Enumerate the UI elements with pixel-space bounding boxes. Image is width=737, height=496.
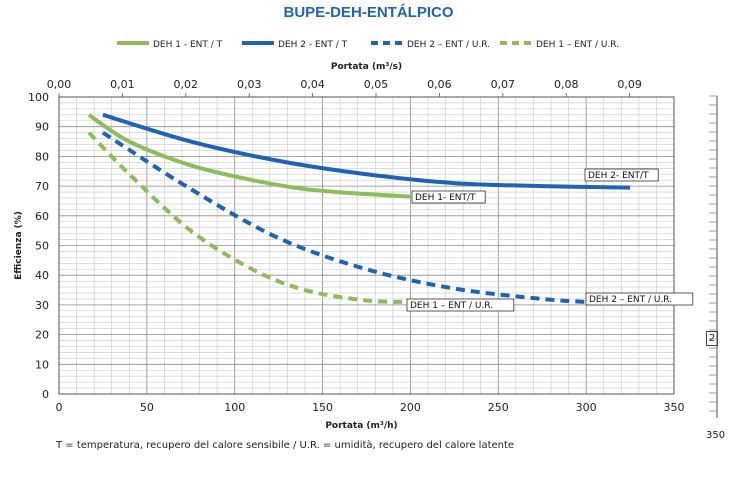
annotation-box <box>411 190 486 204</box>
x2-tick-label: 0,00 <box>47 78 72 91</box>
legend-label: DEH 2 – ENT / U.R. <box>407 40 490 50</box>
annotation-label: DEH 2 – ENT / U.R. <box>589 295 672 305</box>
x-tick-label: 200 <box>400 401 421 414</box>
y-tick-label: 80 <box>35 150 49 163</box>
series-line-2 <box>102 112 631 190</box>
x2-tick-label: 0,02 <box>174 78 199 91</box>
legend-label: DEH 2 - ENT / T <box>278 40 348 50</box>
y-tick-label: 90 <box>35 121 49 134</box>
annotation-box <box>585 292 694 306</box>
y-tick-label: 40 <box>35 269 49 282</box>
series-line-3 <box>101 130 587 304</box>
x2-tick-label: 0,07 <box>491 78 516 91</box>
footnote: T = temperatura, recupero del calore sen… <box>56 440 515 451</box>
x2-axis-label: Portata (m³/s) <box>331 62 402 72</box>
x2-tick-label: 0,03 <box>237 78 262 91</box>
series-group <box>87 112 631 304</box>
y-tick-label: 50 <box>35 240 49 253</box>
series-line-1 <box>87 113 411 199</box>
x-tick-label: 150 <box>312 401 333 414</box>
annotation-label: DEH 1 – ENT / U.R. <box>410 301 493 311</box>
x2-tick-label: 0,09 <box>617 78 642 91</box>
annotation-label: DEH 1- ENT/T <box>415 193 476 203</box>
annotation-box <box>584 168 659 182</box>
plot-frame <box>58 96 675 395</box>
y-tick-label: 60 <box>35 210 49 223</box>
x2-tick-label: 0,05 <box>364 78 389 91</box>
x-tick-label: 350 <box>664 401 685 414</box>
annotation-4: DEH 2 – ENT / U.R. <box>585 292 694 306</box>
y-tick-label: 0 <box>42 388 49 401</box>
right-rail-bottom-value: 350 <box>706 430 726 441</box>
x-tick-label: 300 <box>576 401 597 414</box>
chart-title: BUPE-DEH-ENTÁLPICO <box>283 4 454 21</box>
y-tick-label: 10 <box>35 358 49 371</box>
annotation-3: DEH 1 – ENT / U.R. <box>406 298 515 312</box>
legend-label: DEH 1 - ENT / T <box>153 40 223 50</box>
x-tick-label: 100 <box>224 401 245 414</box>
x-tick-label: 250 <box>488 401 509 414</box>
x-axis-label: Portata (m³/h) <box>325 421 397 431</box>
x-tick-label: 0 <box>56 401 63 414</box>
annotation-box <box>406 298 515 312</box>
annotation-label: DEH 2- ENT/T <box>588 171 649 181</box>
x2-tick-label: 0,01 <box>110 78 135 91</box>
annotation-2: DEH 2- ENT/T <box>584 168 659 182</box>
page-marker: 2 <box>706 331 718 346</box>
legend: DEH 1 - ENT / T DEH 2 - ENT / T DEH 2 – EN… <box>117 40 619 50</box>
x2-tick-label: 0,04 <box>300 78 325 91</box>
right-rail <box>709 95 718 418</box>
series-line-4 <box>87 131 411 304</box>
y-tick-label: 30 <box>35 299 49 312</box>
x2-tick-label: 0,08 <box>554 78 579 91</box>
x2-tick-label: 0,06 <box>427 78 452 91</box>
y-axis-label: Efficienza (%) <box>14 211 24 280</box>
x-tick-label: 50 <box>140 401 154 414</box>
y-tick-label: 20 <box>35 329 49 342</box>
y-tick-label: 70 <box>35 180 49 193</box>
legend-label: DEH 1 – ENT / U.R. <box>536 40 619 50</box>
annotation-1: DEH 1- ENT/T <box>411 190 486 204</box>
y-tick-label: 100 <box>28 91 49 104</box>
